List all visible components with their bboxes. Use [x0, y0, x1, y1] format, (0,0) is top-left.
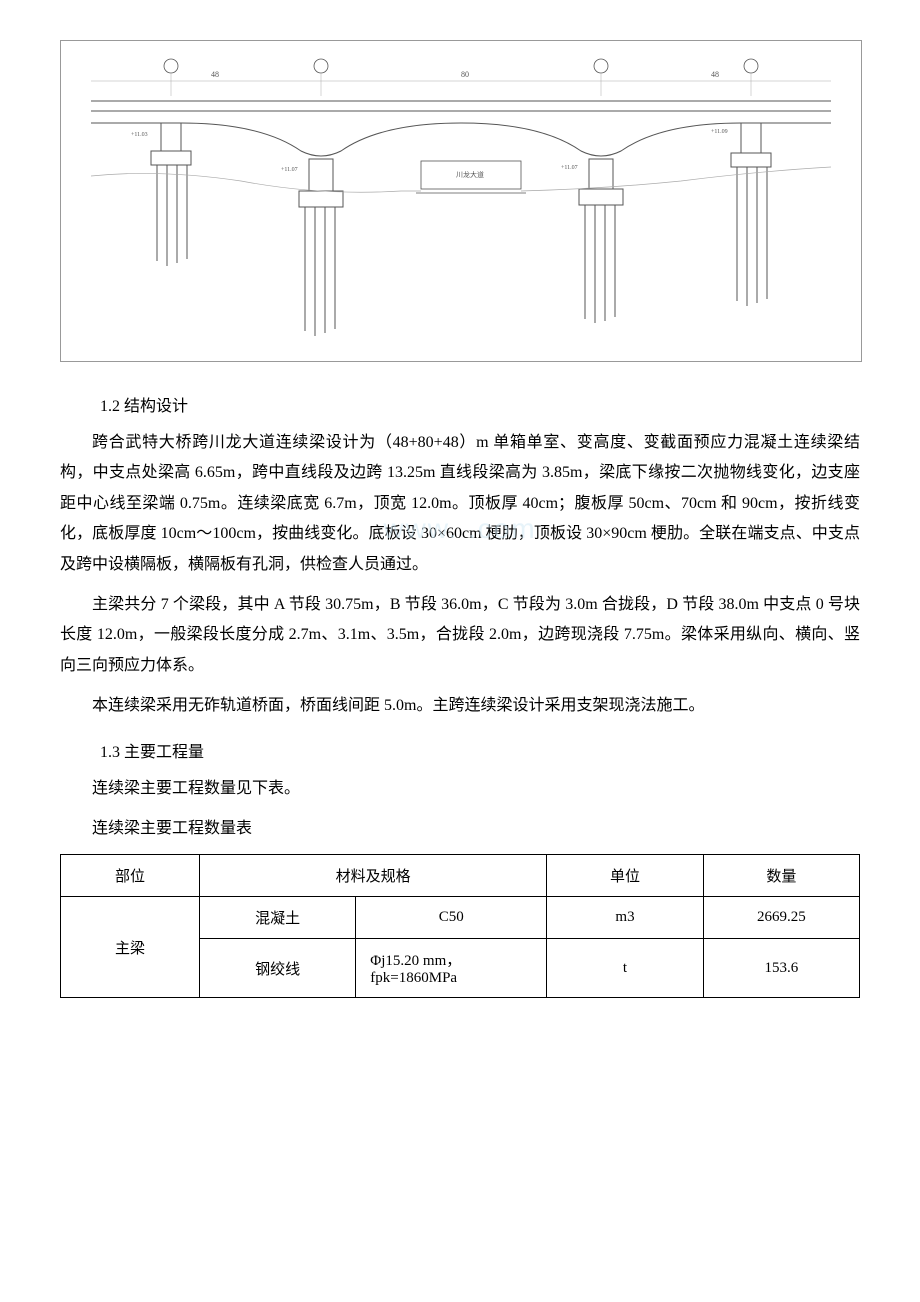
cell-mat1: 混凝土 — [199, 897, 355, 939]
table-row: 主梁 混凝土 C50 m3 2669.25 — [61, 897, 860, 939]
cell-mat1: 钢绞线 — [199, 939, 355, 998]
th-part: 部位 — [61, 855, 200, 897]
cell-unit: t — [547, 939, 703, 998]
cell-qty: 2669.25 — [703, 897, 859, 939]
paragraph-structure-2: 主梁共分 7 个梁段，其中 A 节段 30.75m，B 节段 36.0m，C 节… — [60, 590, 860, 681]
svg-text:48: 48 — [711, 70, 719, 79]
svg-text:+11.09: +11.09 — [711, 129, 728, 135]
svg-text:48: 48 — [211, 70, 219, 79]
svg-text:川龙大道: 川龙大道 — [456, 170, 484, 179]
bridge-elevation-diagram: 48 80 48 — [60, 40, 862, 362]
quantity-table: 部位 材料及规格 单位 数量 主梁 混凝土 C50 m3 2669.25 钢绞线… — [60, 854, 860, 998]
th-unit: 单位 — [547, 855, 703, 897]
th-material: 材料及规格 — [199, 855, 546, 897]
paragraph-qty-intro: 连续梁主要工程数量见下表。 — [60, 774, 860, 804]
heading-1-2: 1.2 结构设计 — [100, 392, 860, 416]
svg-text:+11.07: +11.07 — [281, 167, 298, 173]
cell-part: 主梁 — [61, 897, 200, 998]
cell-unit: m3 — [547, 897, 703, 939]
bridge-svg: 48 80 48 — [61, 41, 861, 361]
svg-text:+11.07: +11.07 — [561, 165, 578, 171]
paragraph-structure-1: 跨合武特大桥跨川龙大道连续梁设计为（48+80+48）m 单箱单室、变高度、变截… — [60, 428, 860, 580]
svg-text:+11.03: +11.03 — [131, 132, 148, 138]
th-qty: 数量 — [703, 855, 859, 897]
cell-mat2: Φj15.20 mm，fpk=1860MPa — [356, 939, 547, 998]
paragraph-structure-3: 本连续梁采用无砟轨道桥面，桥面线间距 5.0m。主跨连续梁设计采用支架现浇法施工… — [60, 691, 860, 721]
cell-mat2: C50 — [356, 897, 547, 939]
cell-qty: 153.6 — [703, 939, 859, 998]
table-header-row: 部位 材料及规格 单位 数量 — [61, 855, 860, 897]
heading-1-3: 1.3 主要工程量 — [100, 738, 860, 762]
table-caption: 连续梁主要工程数量表 — [60, 814, 860, 844]
svg-text:80: 80 — [461, 70, 469, 79]
